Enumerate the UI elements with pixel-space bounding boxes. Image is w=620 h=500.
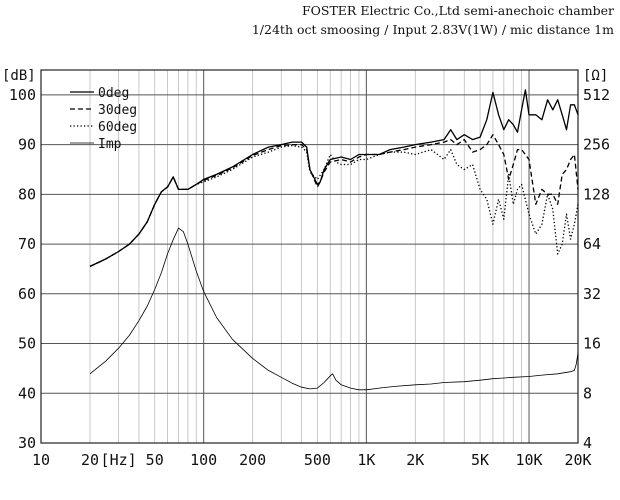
- left-y-tick-label: 80: [18, 185, 36, 203]
- legend-label: 0deg: [98, 86, 129, 101]
- legend-label: Imp: [98, 137, 122, 152]
- x-tick-label: 100: [190, 451, 217, 469]
- right-y-tick-label: 16: [583, 335, 601, 353]
- legend-label: 30deg: [98, 103, 137, 118]
- series-line-60deg: [89, 144, 579, 267]
- x-tick-label: 10: [32, 451, 50, 469]
- series-line-0deg: [89, 89, 579, 267]
- right-y-tick-label: 8: [583, 384, 592, 402]
- left-y-axis-label: [dB]: [2, 68, 36, 84]
- left-y-tick-label: 30: [18, 434, 36, 452]
- left-y-tick-label: 50: [18, 335, 36, 353]
- series-line-Imp: [89, 227, 579, 391]
- x-tick-label: 20: [81, 451, 99, 469]
- left-y-tick-label: 100: [9, 86, 36, 104]
- x-tick-label: 500: [304, 451, 331, 469]
- left-y-tick-label: 40: [18, 384, 36, 402]
- left-y-tick-label: 90: [18, 136, 36, 154]
- series-line-30deg: [89, 134, 579, 267]
- right-y-tick-label: 256: [583, 136, 610, 154]
- x-tick-label: 50: [146, 451, 164, 469]
- left-y-tick-label: 70: [18, 235, 36, 253]
- right-y-tick-label: 512: [583, 86, 610, 104]
- legend-label: 60deg: [98, 120, 137, 135]
- x-tick-label: 5K: [471, 451, 489, 469]
- right-y-tick-label: 128: [583, 185, 610, 203]
- x-tick-label: 200: [239, 451, 266, 469]
- right-y-axis-label: [Ω]: [583, 68, 608, 84]
- x-tick-label: 20K: [564, 451, 591, 469]
- x-tick-label: 2K: [406, 451, 424, 469]
- chart-caption-line2: 1/24th oct smoosing / Input 2.83V(1W) / …: [251, 22, 614, 37]
- x-tick-label: 1K: [357, 451, 375, 469]
- plot-frame: [40, 69, 579, 444]
- right-y-tick-label: 4: [583, 434, 592, 452]
- right-y-tick-label: 32: [583, 285, 601, 303]
- x-tick-label: 10K: [515, 451, 542, 469]
- right-y-tick-label: 64: [583, 235, 601, 253]
- left-y-tick-label: 60: [18, 285, 36, 303]
- x-tick-label: [Hz]: [101, 451, 137, 469]
- chart-caption-line1: FOSTER Electric Co.,Ltd semi-anechoic ch…: [301, 3, 614, 18]
